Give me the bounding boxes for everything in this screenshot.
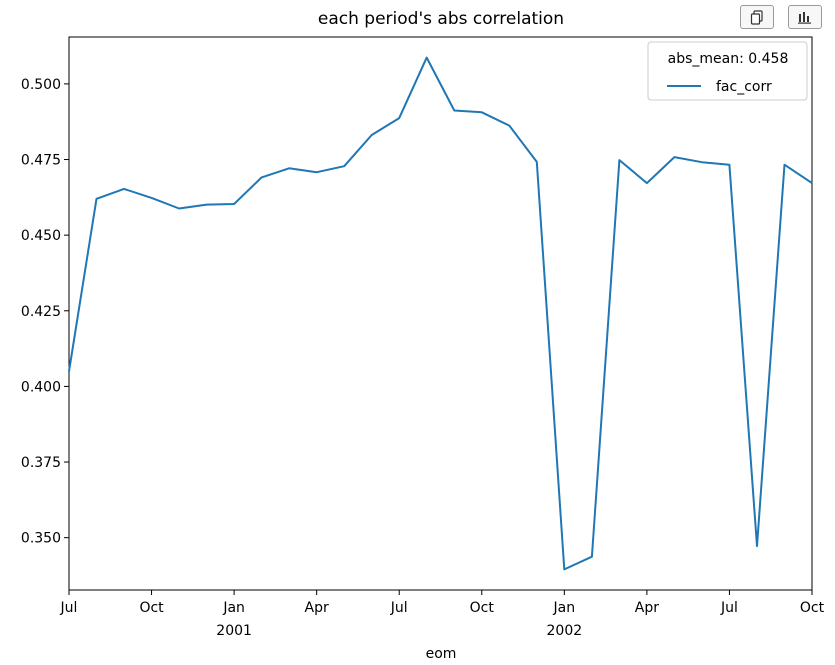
x-tick-label: Jul	[390, 600, 408, 616]
x-tick-label: Apr	[305, 600, 329, 616]
y-tick-label: 0.450	[21, 228, 61, 244]
chart-title: each period's abs correlation	[318, 9, 564, 29]
bar-chart-icon	[798, 11, 811, 24]
y-tick-label: 0.400	[21, 379, 61, 395]
x-tick-label: Oct	[139, 600, 164, 616]
x-tick-label: Jul	[60, 600, 78, 616]
legend-title: abs_mean: 0.458	[668, 51, 789, 67]
y-axis: 0.350 0.375 0.400 0.425 0.450 0.475 0.500	[21, 77, 69, 547]
chart-button[interactable]	[788, 5, 822, 29]
series-layer	[68, 56, 813, 571]
y-tick-label: 0.500	[21, 77, 61, 93]
copy-icon	[750, 9, 763, 25]
y-tick-label: 0.375	[21, 455, 61, 471]
x-tick-label: Jan	[222, 600, 245, 616]
copy-button[interactable]	[740, 5, 774, 29]
legend: abs_mean: 0.458 fac_corr	[647, 41, 808, 101]
x-tick-label: Oct	[470, 600, 495, 616]
x-axis-label: eom	[426, 646, 457, 662]
y-tick-label: 0.350	[21, 531, 61, 547]
x-tick-year-label: 2002	[547, 623, 583, 639]
x-axis: Jul Oct Jan 2001 Apr Jul Oct Jan 2002 Apr Jul Oct	[60, 590, 825, 639]
x-tick-label: Apr	[635, 600, 659, 616]
x-tick-label: Jan	[553, 600, 576, 616]
plot-area	[68, 36, 813, 591]
series-line-fac_corr	[68, 56, 813, 571]
legend-entry: fac_corr	[716, 79, 772, 95]
x-tick-year-label: 2001	[216, 623, 252, 639]
x-tick-label: Jul	[720, 600, 738, 616]
y-tick-label: 0.475	[21, 153, 61, 169]
x-tick-label: Oct	[800, 600, 825, 616]
y-tick-label: 0.425	[21, 304, 61, 320]
